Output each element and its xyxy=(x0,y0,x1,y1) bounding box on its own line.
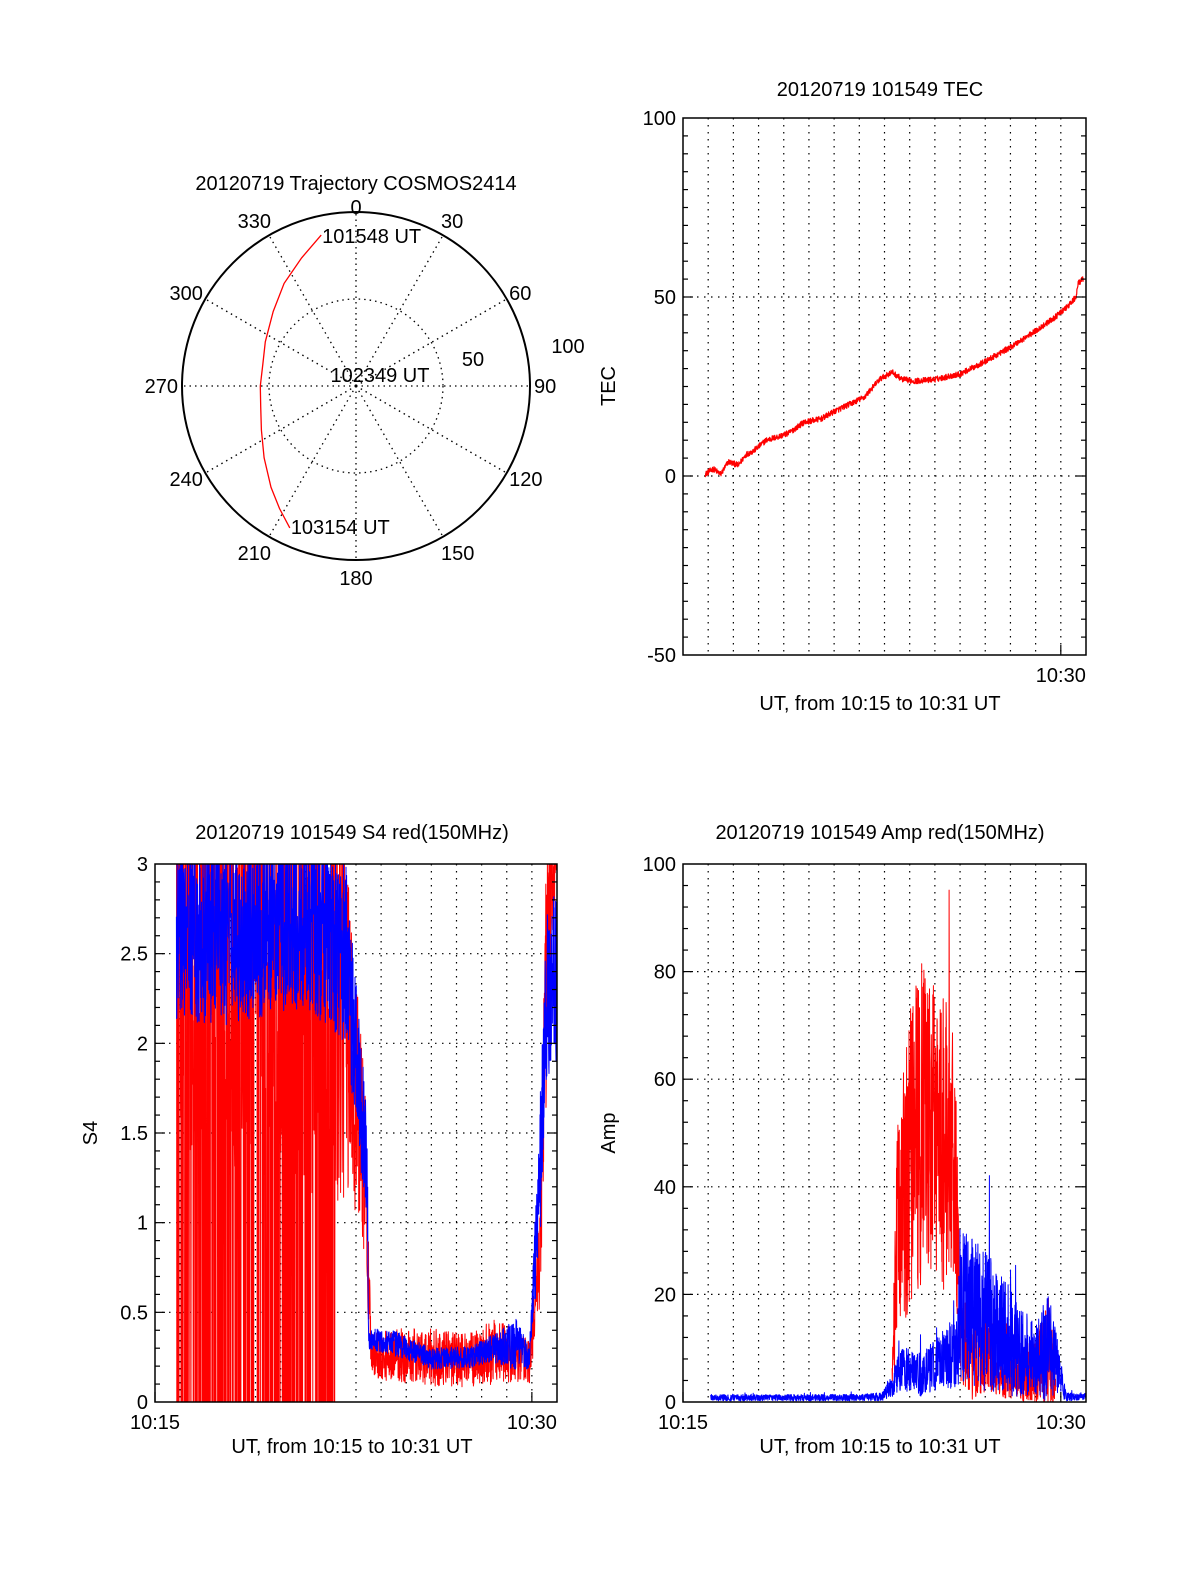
y-tick-label: 0 xyxy=(137,1392,148,1414)
s4-title: 20120719 101549 S4 red(150MHz) xyxy=(195,822,509,844)
y-tick-label: 1 xyxy=(137,1213,148,1235)
polar-spoke xyxy=(268,234,357,387)
polar-azimuth-label: 300 xyxy=(170,283,203,305)
y-tick-label: 2.5 xyxy=(120,944,148,966)
series-line-red xyxy=(176,864,557,1402)
tick-labels: 0 0.5 1 1.5 2 2.5 3 10:15 10:30 xyxy=(120,854,557,1434)
y-tick-label: 50 xyxy=(654,287,676,309)
polar-azimuth-labels: 0 30 60 90 120 150 180 210 240 270 300 330 xyxy=(145,197,557,590)
polar-azimuth-label: 180 xyxy=(339,568,372,590)
y-tick-label: -50 xyxy=(647,645,676,667)
y-tick-label: 100 xyxy=(643,854,676,876)
polar-azimuth-label: 210 xyxy=(238,543,271,565)
plot-frame xyxy=(682,863,1087,1403)
polar-annotations: 101548 UT 102349 UT 103154 UT xyxy=(291,226,430,539)
axis-ticks xyxy=(683,135,1086,655)
y-tick-label: 3 xyxy=(137,854,148,876)
x-tick-label: 10:30 xyxy=(1036,665,1086,687)
polar-azimuth-label: 330 xyxy=(238,211,271,233)
polar-spoke xyxy=(355,385,444,538)
polar-spoke xyxy=(204,385,357,474)
s4-y-axis-label: S4 xyxy=(80,1121,102,1145)
amp-title: 20120719 101549 Amp red(150MHz) xyxy=(715,822,1044,844)
s4-chart: 20120719 101549 S4 red(150MHz) UT, from … xyxy=(80,822,558,1458)
y-tick-label: 40 xyxy=(654,1177,676,1199)
tick-labels: 0 20 40 60 80 100 10:15 10:30 xyxy=(643,854,1086,1434)
data-series xyxy=(175,864,557,1402)
series-line-red xyxy=(704,276,1085,478)
y-tick-label: 0 xyxy=(665,466,676,488)
amp-x-axis-label: UT, from 10:15 to 10:31 UT xyxy=(759,1436,1000,1458)
polar-time-annotation: 101548 UT xyxy=(322,226,421,248)
axis-ticks xyxy=(682,884,1086,1402)
polar-azimuth-label: 30 xyxy=(441,211,463,233)
polar-spoke xyxy=(355,234,444,387)
grid-lines xyxy=(683,864,1086,1402)
polar-time-annotation: 102349 UT xyxy=(331,365,430,387)
y-tick-label: 20 xyxy=(654,1284,676,1306)
y-tick-label: 2 xyxy=(137,1033,148,1055)
y-tick-label: 0 xyxy=(665,1392,676,1414)
x-tick-label: 10:15 xyxy=(130,1412,180,1434)
polar-azimuth-label: 0 xyxy=(350,197,361,219)
data-series xyxy=(710,889,1086,1402)
x-tick-label: 10:30 xyxy=(1036,1412,1086,1434)
polar-spoke xyxy=(355,298,508,387)
y-tick-label: 100 xyxy=(643,108,676,130)
tec-y-axis-label: TEC xyxy=(598,366,620,406)
polar-azimuth-label: 90 xyxy=(534,376,556,398)
polar-radial-labels: 50 100 xyxy=(462,336,585,371)
polar-grid xyxy=(181,211,531,561)
trajectory-polar-chart: 20120719 Trajectory COSMOS2414 0 30 60 90 12… xyxy=(145,173,585,590)
polar-outer-ring xyxy=(181,211,531,561)
polar-azimuth-label: 150 xyxy=(441,543,474,565)
polar-azimuth-label: 120 xyxy=(509,469,542,491)
tec-x-axis-label: UT, from 10:15 to 10:31 UT xyxy=(759,693,1000,715)
series-line-blue xyxy=(175,864,557,1370)
grid-lines xyxy=(683,118,1086,655)
x-tick-label: 10:15 xyxy=(658,1412,708,1434)
polar-spoke xyxy=(355,385,508,474)
polar-inner-ring xyxy=(268,298,444,474)
amp-y-axis-label: Amp xyxy=(598,1112,620,1153)
y-tick-label: 60 xyxy=(654,1069,676,1091)
tick-labels: -50 0 50 100 10:30 xyxy=(643,108,1086,687)
polar-time-annotation: 103154 UT xyxy=(291,517,390,539)
x-tick-label: 10:30 xyxy=(507,1412,557,1434)
polar-radial-label: 100 xyxy=(551,336,584,358)
s4-x-axis-label: UT, from 10:15 to 10:31 UT xyxy=(231,1436,472,1458)
tec-title: 20120719 101549 TEC xyxy=(777,79,983,101)
y-tick-label: 0.5 xyxy=(120,1302,148,1324)
tec-chart: 20120719 101549 TEC UT, from 10:15 to 10… xyxy=(598,79,1087,715)
polar-series xyxy=(259,234,322,529)
polar-trajectory-line xyxy=(259,234,322,529)
polar-azimuth-label: 270 xyxy=(145,376,178,398)
polar-azimuth-label: 60 xyxy=(509,283,531,305)
polar-azimuth-label: 240 xyxy=(170,469,203,491)
y-tick-label: 1.5 xyxy=(120,1123,148,1145)
axis-ticks xyxy=(154,881,557,1402)
polar-radial-label: 50 xyxy=(462,349,484,371)
trajectory-title: 20120719 Trajectory COSMOS2414 xyxy=(195,173,516,195)
polar-spoke xyxy=(204,298,357,387)
data-series xyxy=(704,276,1085,478)
amp-chart: 20120719 101549 Amp red(150MHz) UT, from… xyxy=(598,822,1087,1458)
polar-spoke xyxy=(268,385,357,538)
series-line-blue xyxy=(710,1175,1086,1402)
y-tick-label: 80 xyxy=(654,962,676,984)
